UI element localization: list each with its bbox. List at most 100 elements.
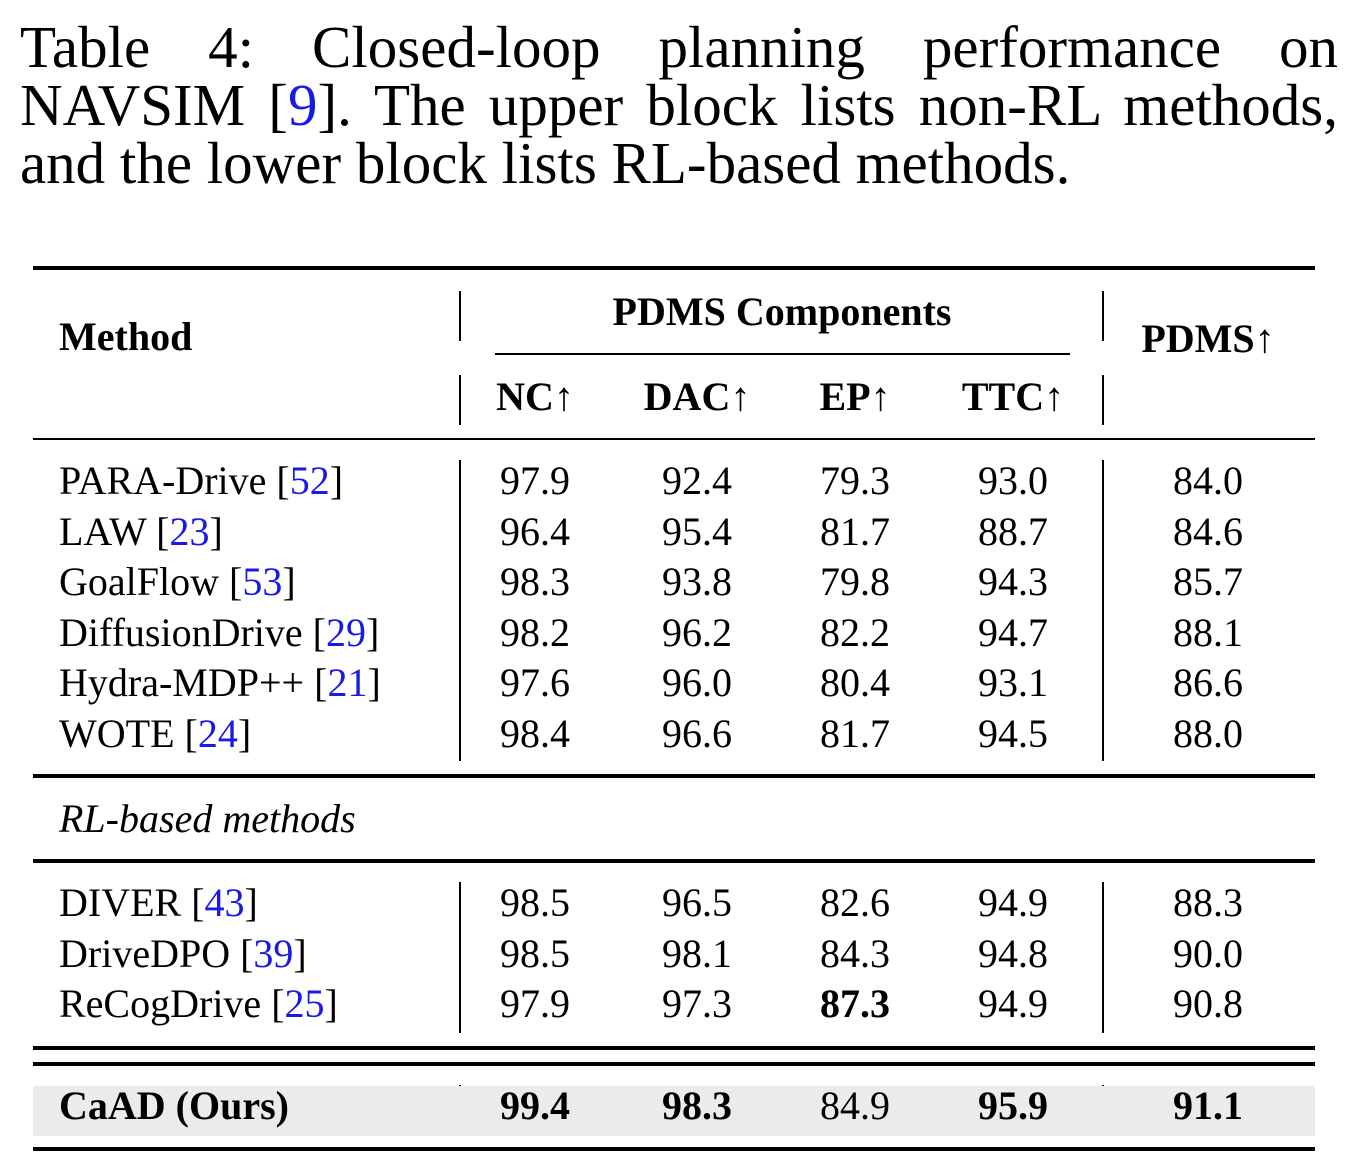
method-name: LAW [23] (59, 508, 223, 554)
ours-method-name: CaAD (Ours) (59, 1083, 289, 1128)
value-dac: 98.1 (662, 930, 732, 976)
value-ttc: 93.1 (978, 660, 1048, 705)
value-ep: 84.3 (820, 930, 890, 976)
ours-value-dac: 98.3 (662, 1083, 732, 1128)
value-ttc: 94.8 (978, 930, 1048, 976)
ours-row-highlight (33, 1086, 1315, 1136)
caption-label: Table 4: (20, 14, 255, 80)
method-name: Hydra-MDP++ [21] (59, 660, 381, 705)
ours-value-nc: 99.4 (500, 1083, 570, 1128)
value-ttc: 94.9 (978, 880, 1048, 925)
method-label: GoalFlow (59, 559, 219, 604)
rl-vbar-left (459, 882, 461, 1033)
header-ttc: TTC↑ (961, 374, 1065, 419)
table-caption: Table 4: Closed-loop planning performanc… (20, 18, 1338, 193)
method-label: ReCogDrive (59, 981, 262, 1026)
value-dac: 96.5 (662, 880, 732, 925)
value-dac: 92.4 (662, 458, 732, 503)
citation-link[interactable]: 25 (284, 981, 325, 1026)
citation-link[interactable]: 52 (289, 458, 330, 503)
header-nc: NC↑ (496, 374, 574, 419)
value-pdms: 84.6 (1173, 508, 1243, 554)
rl-vbar-right (1102, 882, 1104, 1033)
subheader-vbar-left (459, 375, 461, 425)
top-rule (33, 266, 1315, 270)
value-ttc: 94.9 (978, 981, 1048, 1026)
citation-link[interactable]: 29 (326, 609, 366, 655)
method-label: DriveDPO (59, 930, 231, 976)
value-ttc: 94.5 (978, 710, 1048, 756)
header-method: Method (59, 314, 193, 359)
method-label: DiffusionDrive (59, 609, 303, 655)
citation-link[interactable]: 43 (204, 880, 245, 925)
value-ep: 81.7 (820, 508, 890, 554)
value-ttc: 88.7 (978, 508, 1048, 554)
header-vbar-left (459, 291, 461, 341)
double-rule-top (33, 1046, 1315, 1050)
value-nc: 98.5 (500, 930, 570, 976)
method-name: GoalFlow [53] (59, 559, 296, 604)
value-pdms: 86.6 (1173, 660, 1243, 705)
value-ep: 79.8 (820, 559, 890, 604)
citation-link[interactable]: 39 (253, 930, 294, 976)
ours-value-ttc: 95.9 (978, 1083, 1048, 1128)
caption-text-end: ]. The upper block lists non-RL methods,… (20, 72, 1338, 196)
method-label: Hydra-MDP++ (59, 660, 305, 705)
method-name: PARA-Drive [52] (59, 458, 344, 503)
value-nc: 97.6 (500, 660, 570, 705)
value-ttc: 93.0 (978, 458, 1048, 503)
method-label: LAW (59, 508, 147, 554)
value-pdms: 84.0 (1173, 458, 1243, 503)
value-ep: 82.2 (820, 609, 890, 655)
header-pdms: PDMS↑ (1141, 316, 1275, 361)
method-name: DiffusionDrive [29] (59, 609, 380, 655)
value-dac: 97.3 (662, 981, 732, 1026)
header-pdms-components: PDMS Components (612, 289, 952, 334)
header-dac: DAC↑ (643, 374, 751, 419)
value-ep: 82.6 (820, 880, 890, 925)
value-nc: 97.9 (500, 458, 570, 503)
value-dac: 96.2 (662, 609, 732, 655)
upper-block-rule (33, 774, 1315, 778)
value-nc: 98.5 (500, 880, 570, 925)
bottom-rule (33, 1147, 1315, 1151)
method-name: DriveDPO [39] (59, 930, 307, 976)
value-dac: 96.0 (662, 660, 732, 705)
value-nc: 96.4 (500, 508, 570, 554)
value-nc: 97.9 (500, 981, 570, 1026)
rl-group-label: RL-based methods (59, 796, 356, 841)
header-ep: EP↑ (819, 374, 891, 419)
upper-vbar-left (459, 460, 461, 761)
subheader-vbar-right (1102, 375, 1104, 425)
value-ep: 80.4 (820, 660, 890, 705)
method-label: PARA-Drive (59, 458, 267, 503)
value-dac: 93.8 (662, 559, 732, 604)
ours-value-pdms: 91.1 (1173, 1083, 1243, 1128)
value-pdms: 90.8 (1173, 981, 1243, 1026)
value-pdms: 88.1 (1173, 609, 1243, 655)
value-nc: 98.2 (500, 609, 570, 655)
value-nc: 98.3 (500, 559, 570, 604)
ours-value-ep: 84.9 (820, 1083, 890, 1128)
method-name: WOTE [24] (59, 710, 252, 756)
caption-ref-link[interactable]: 9 (287, 72, 318, 138)
method-label: WOTE (59, 710, 175, 756)
citation-link[interactable]: 53 (242, 559, 283, 604)
value-ep: 79.3 (820, 458, 890, 503)
value-pdms: 88.3 (1173, 880, 1243, 925)
header-rule (33, 438, 1315, 440)
method-name: ReCogDrive [25] (59, 981, 338, 1026)
citation-link[interactable]: 23 (169, 508, 210, 554)
value-ttc: 94.3 (978, 559, 1048, 604)
citation-link[interactable]: 24 (197, 710, 238, 756)
value-nc: 98.4 (500, 710, 570, 756)
value-dac: 95.4 (662, 508, 732, 554)
value-ttc: 94.7 (978, 609, 1048, 655)
group-cmidrule (495, 353, 1070, 355)
value-ep: 87.3 (820, 981, 890, 1026)
header-vbar-right (1102, 291, 1104, 341)
value-pdms: 88.0 (1173, 710, 1243, 756)
citation-link[interactable]: 21 (327, 660, 368, 705)
method-label: DIVER (59, 880, 182, 925)
upper-vbar-right (1102, 460, 1104, 761)
